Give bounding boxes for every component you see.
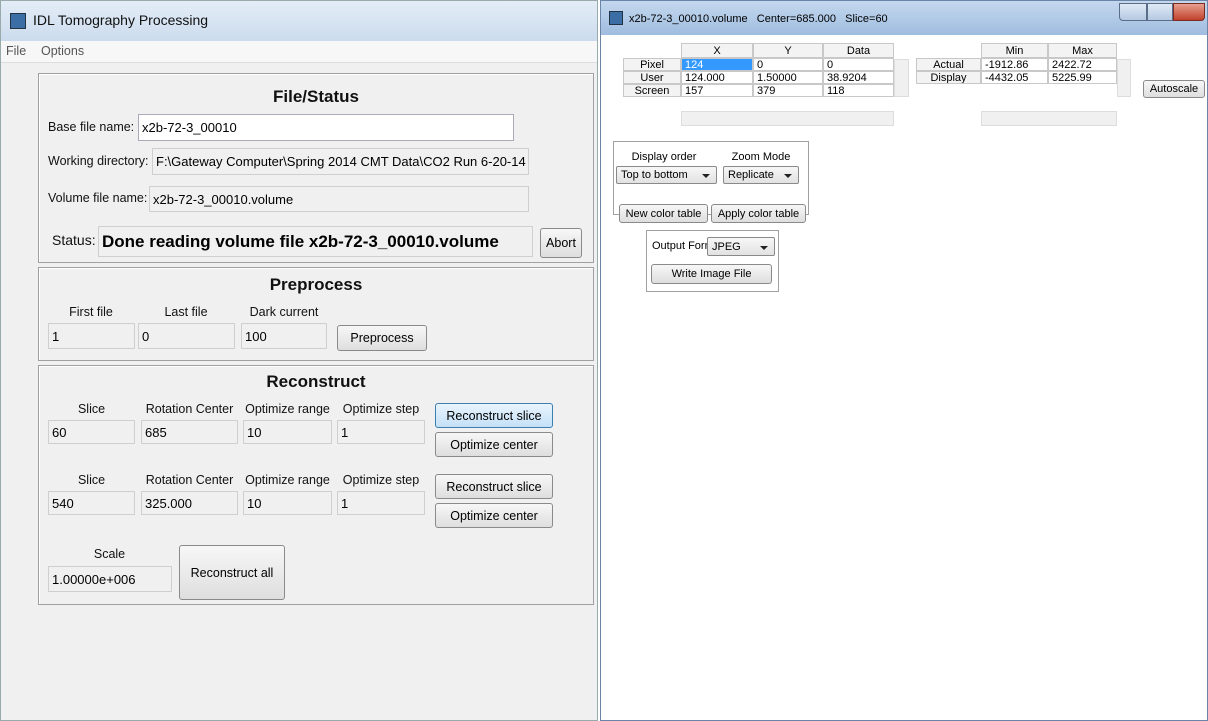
table-cell[interactable]: 118: [823, 84, 894, 97]
panel-heading: File/Status: [38, 87, 594, 109]
minimize-button[interactable]: [1119, 3, 1147, 21]
text-field: 540: [48, 491, 135, 515]
table-cell[interactable]: 124: [681, 58, 753, 71]
panel-heading: Preprocess: [38, 275, 594, 297]
text-field: F:\Gateway Computer\Spring 2014 CMT Data…: [152, 148, 529, 175]
field-label: Volume file name:: [48, 191, 158, 207]
status-field: Done reading volume file x2b-72-3_00010.…: [98, 226, 533, 257]
column-header: Max: [1048, 43, 1117, 58]
scrollbar[interactable]: [894, 59, 909, 97]
row-header: Actual: [916, 58, 981, 71]
abort-button[interactable]: Abort: [540, 228, 582, 258]
text-field: 60: [48, 420, 135, 444]
preprocess-button[interactable]: Preprocess: [337, 325, 427, 351]
scrollbar[interactable]: [1117, 59, 1131, 97]
text-field: 1: [337, 491, 425, 515]
row-header: Display: [916, 71, 981, 84]
table-cell[interactable]: -4432.05: [981, 71, 1048, 84]
table-cell[interactable]: 0: [753, 58, 823, 71]
new-color-table-button[interactable]: New color table: [619, 204, 708, 223]
output-format-dropdown[interactable]: JPEG: [707, 237, 775, 256]
table-cell[interactable]: 124.000: [681, 71, 753, 84]
close-button[interactable]: [1173, 3, 1205, 21]
volume-window: x2b-72-3_00010.volume Center=685.000 Sli…: [600, 0, 1208, 721]
table-cell[interactable]: 38.9204: [823, 71, 894, 84]
screen: 0100200300-6000-4000-2000020004000600080…: [0, 0, 1208, 721]
field-label: Working directory:: [48, 154, 158, 170]
panel-heading: Reconstruct: [38, 372, 594, 394]
text-field: 10: [243, 491, 332, 515]
optimize-center-button[interactable]: Optimize center: [435, 432, 553, 457]
menu-item[interactable]: File: [6, 44, 36, 60]
write-image-button[interactable]: Write Image File: [651, 264, 772, 284]
row-header: User: [623, 71, 681, 84]
table-cell[interactable]: -1912.86: [981, 58, 1048, 71]
field-label: Optimize range: [243, 473, 332, 489]
scrollbar[interactable]: [681, 111, 894, 126]
reconstruct-slice-button[interactable]: Reconstruct slice: [435, 403, 553, 428]
reconstruct-slice-button[interactable]: Reconstruct slice: [435, 474, 553, 499]
table-cell[interactable]: 0: [823, 58, 894, 71]
text-field: 325.000: [141, 491, 238, 515]
field-label: Optimize step: [337, 402, 425, 418]
scrollbar[interactable]: [981, 111, 1117, 126]
field-label: Scale: [48, 547, 171, 563]
text-field: 10: [243, 420, 332, 444]
text-field: 100: [241, 323, 327, 349]
field-label: Display order: [619, 151, 709, 164]
field-label: Slice: [48, 402, 135, 418]
table-cell[interactable]: 157: [681, 84, 753, 97]
maximize-button[interactable]: [1147, 3, 1173, 21]
column-header: X: [681, 43, 753, 58]
text-field: 1: [337, 420, 425, 444]
app-icon: [10, 13, 26, 29]
field-label: Status:: [52, 232, 102, 250]
table-cell[interactable]: 1.50000: [753, 71, 823, 84]
text-input[interactable]: x2b-72-3_00010: [138, 114, 514, 141]
field-label: Slice: [48, 473, 135, 489]
menu-item[interactable]: Options: [41, 44, 101, 60]
table-cell[interactable]: 2422.72: [1048, 58, 1117, 71]
text-field: 0: [138, 323, 235, 349]
display-order-dropdown[interactable]: Top to bottom: [616, 166, 717, 184]
text-field: 1: [48, 323, 135, 349]
field-label: Dark current: [241, 305, 327, 321]
field-label: Last file: [138, 305, 234, 321]
text-field: 685: [141, 420, 238, 444]
text-field: x2b-72-3_00010.volume: [149, 186, 529, 212]
column-header: Min: [981, 43, 1048, 58]
field-label: Output Format: [652, 240, 708, 253]
field-label: Rotation Center: [141, 402, 238, 418]
field-label: Zoom Mode: [721, 151, 801, 164]
column-header: Data: [823, 43, 894, 58]
app-icon: [609, 11, 623, 25]
row-header: Pixel: [623, 58, 681, 71]
column-header: Y: [753, 43, 823, 58]
field-label: Optimize step: [337, 473, 425, 489]
field-label: First file: [48, 305, 134, 321]
window-title: x2b-72-3_00010.volume Center=685.000 Sli…: [629, 13, 1029, 27]
apply-color-table-button[interactable]: Apply color table: [711, 204, 806, 223]
field-label: Rotation Center: [141, 473, 238, 489]
window-title: IDL Tomography Processing: [33, 12, 333, 30]
autoscale-button[interactable]: Autoscale: [1143, 80, 1205, 98]
table-cell[interactable]: 379: [753, 84, 823, 97]
text-field: 1.00000e+006: [48, 566, 172, 592]
reconstruct-all-button[interactable]: Reconstruct all: [179, 545, 285, 600]
field-label: Base file name:: [48, 120, 140, 136]
table-cell[interactable]: 5225.99: [1048, 71, 1117, 84]
optimize-center-button[interactable]: Optimize center: [435, 503, 553, 528]
zoom-dropdown[interactable]: Replicate: [723, 166, 799, 184]
field-label: Optimize range: [243, 402, 332, 418]
main-window: IDL Tomography Processing File Options File…: [0, 0, 598, 721]
row-header: Screen: [623, 84, 681, 97]
